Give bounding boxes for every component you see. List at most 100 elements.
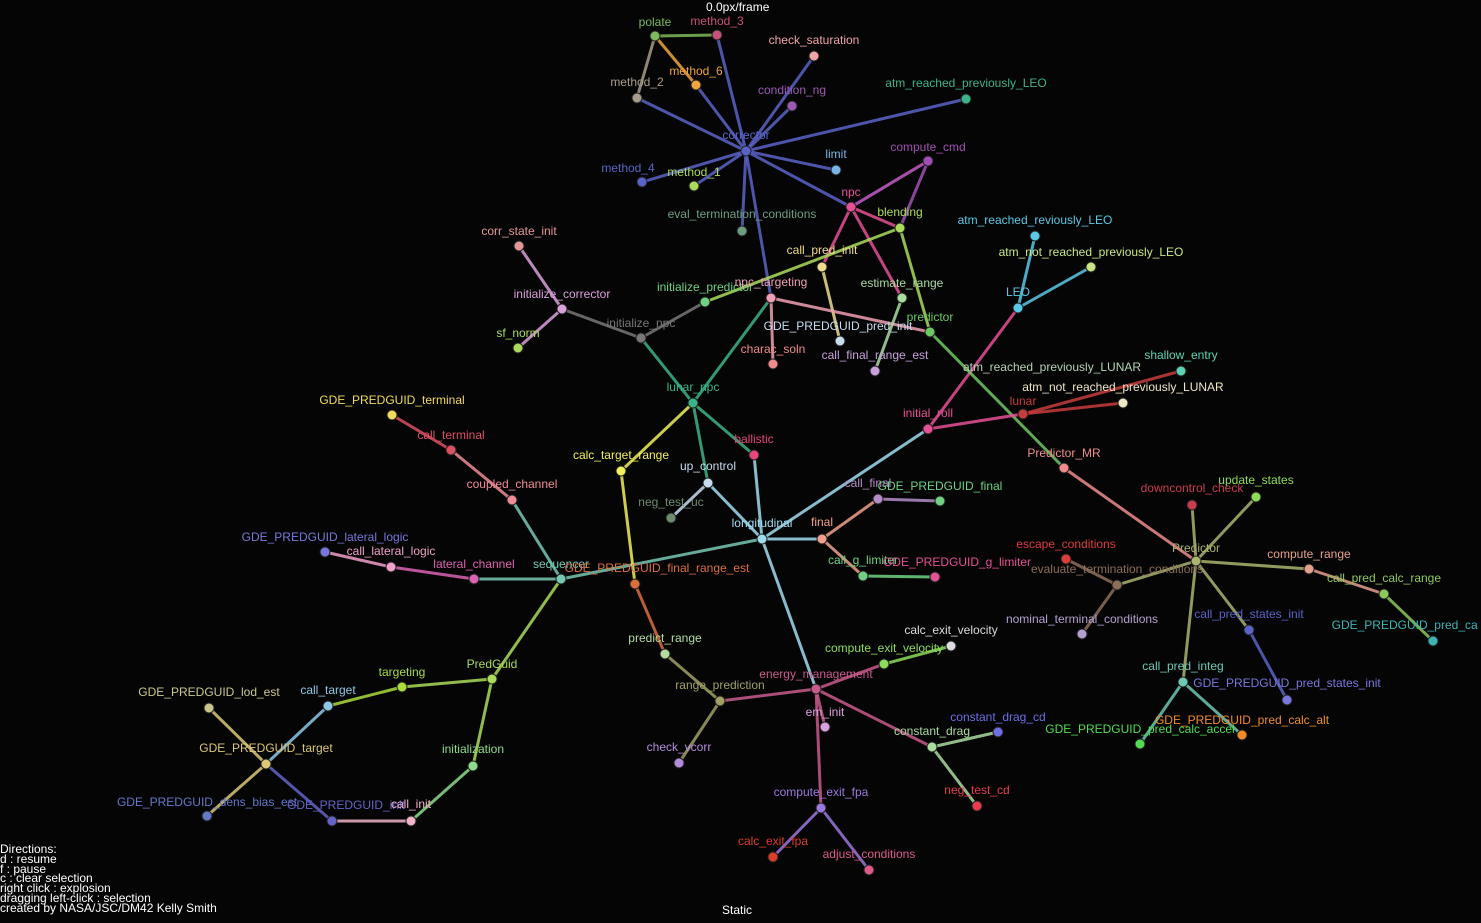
node-targeting[interactable] (396, 681, 408, 693)
node-call_final_range_est[interactable] (869, 365, 881, 377)
node-label-GDE_PREDGUID_pred_calc_range: GDE_PREDGUID_pred_ca (1332, 618, 1478, 632)
node-GDE_PREDGUID_final_range_est[interactable] (629, 578, 641, 590)
node-constant_drag_cd[interactable] (992, 726, 1004, 738)
node-GDE_PREDGUID_g_limiter[interactable] (929, 571, 941, 583)
node-energy_management[interactable] (810, 683, 822, 695)
node-call_pred_integ[interactable] (1177, 676, 1189, 688)
node-call_target[interactable] (322, 700, 334, 712)
node-npc_targeting[interactable] (765, 292, 777, 304)
node-coupled_channel[interactable] (506, 494, 518, 506)
node-call_lateral_logic[interactable] (385, 561, 397, 573)
node-Predictor[interactable] (1190, 555, 1202, 567)
node-GDE_PREDGUID_pred_calc_range[interactable] (1427, 635, 1439, 647)
node-calc_exit_velocity[interactable] (945, 640, 957, 652)
node-blending[interactable] (894, 222, 906, 234)
node-GDE_PREDGUID_final[interactable] (934, 495, 946, 507)
node-initial_roll[interactable] (922, 423, 934, 435)
node-GDE_PREDGUID_pred_calc_alt[interactable] (1236, 729, 1248, 741)
node-method_2[interactable] (631, 92, 643, 104)
node-neg_test_uc[interactable] (665, 512, 677, 524)
node-call_pred_init[interactable] (816, 261, 828, 273)
node-initialize_predictor[interactable] (699, 296, 711, 308)
node-call_pred_states_init[interactable] (1243, 624, 1255, 636)
node-GDE_PREDGUID_init[interactable] (326, 815, 338, 827)
node-constant_drag[interactable] (926, 741, 938, 753)
node-call_init[interactable] (405, 815, 417, 827)
edge-initialize_corrector-to-sf_norm (517, 307, 563, 350)
node-GDE_PREDGUID_lateral_logic[interactable] (319, 546, 331, 558)
node-compute_cmd[interactable] (922, 155, 934, 167)
node-atm_not_reached_previously_LEO[interactable] (1085, 261, 1097, 273)
node-em_init[interactable] (819, 721, 831, 733)
edge-LEO-to-atm_not_reached_previously_LEO (1017, 265, 1092, 310)
node-label-call_pred_states_init: call_pred_states_init (1194, 607, 1304, 621)
node-nominal_terminal_conditions[interactable] (1076, 628, 1088, 640)
node-layer[interactable] (201, 29, 1439, 876)
node-method_4[interactable] (636, 176, 648, 188)
node-predict_range[interactable] (659, 648, 671, 660)
node-npc[interactable] (845, 201, 857, 213)
node-condition_ng[interactable] (786, 100, 798, 112)
node-downcontrol_check[interactable] (1186, 499, 1198, 511)
node-GDE_PREDGUID_pred_states_init[interactable] (1281, 694, 1293, 706)
node-compute_exit_velocity[interactable] (878, 658, 890, 670)
node-GDE_PREDGUID_pred_calc_accel[interactable] (1134, 738, 1146, 750)
node-check_saturation[interactable] (808, 50, 820, 62)
node-method_3[interactable] (711, 29, 723, 41)
node-final[interactable] (816, 533, 828, 545)
node-corr_state_init[interactable] (513, 240, 525, 252)
node-check_vcorr[interactable] (673, 757, 685, 769)
node-atm_reached_previously_LEO[interactable] (960, 93, 972, 105)
node-ballistic[interactable] (748, 449, 760, 461)
node-PredGuid[interactable] (486, 673, 498, 685)
node-longitudinal[interactable] (756, 533, 768, 545)
node-call_pred_calc_range[interactable] (1378, 588, 1390, 600)
direction-line: right click : explosion (0, 881, 111, 896)
node-eval_termination_conditions[interactable] (736, 225, 748, 237)
node-estimate_range[interactable] (896, 292, 908, 304)
node-corrector[interactable] (740, 145, 752, 157)
node-polate[interactable] (649, 30, 661, 42)
node-label-GDE_PREDGUID_init: GDE_PREDGUID_init (287, 798, 406, 812)
node-compute_exit_fpa[interactable] (815, 802, 827, 814)
node-method_6[interactable] (690, 79, 702, 91)
node-charac_soln[interactable] (767, 358, 779, 370)
node-atm_not_reached_previously_LUNAR[interactable] (1117, 397, 1129, 409)
node-GDE_PREDGUID_pred_init[interactable] (834, 335, 846, 347)
node-sequencer[interactable] (555, 573, 567, 585)
node-GDE_PREDGUID_lod_est[interactable] (203, 702, 215, 714)
node-sf_norm[interactable] (512, 342, 524, 354)
node-LEO[interactable] (1012, 302, 1024, 314)
node-call_terminal[interactable] (445, 444, 457, 456)
node-GDE_PREDGUID_target[interactable] (260, 758, 272, 770)
node-atm_reached_reviously_LEO[interactable] (1029, 230, 1041, 242)
node-initialization[interactable] (467, 760, 479, 772)
node-label-neg_test_uc: neg_test_uc (638, 495, 703, 509)
node-adjust_conditions[interactable] (863, 864, 875, 876)
node-up_control[interactable] (702, 477, 714, 489)
node-call_g_limiter[interactable] (857, 570, 869, 582)
node-GDE_PREDGUID_dens_bias_est[interactable] (201, 810, 213, 822)
node-lateral_channel[interactable] (468, 573, 480, 585)
node-predictor[interactable] (924, 326, 936, 338)
node-call_final[interactable] (872, 493, 884, 505)
node-limit[interactable] (830, 164, 842, 176)
node-compute_range[interactable] (1303, 563, 1315, 575)
node-update_states[interactable] (1250, 491, 1262, 503)
node-calc_target_range[interactable] (615, 465, 627, 477)
node-GDE_PREDGUID_terminal[interactable] (386, 409, 398, 421)
node-shallow_entry[interactable] (1175, 365, 1187, 377)
node-initialize_npc[interactable] (635, 332, 647, 344)
node-lunar_npc[interactable] (687, 397, 699, 409)
node-lunar[interactable] (1017, 408, 1029, 420)
node-range_prediction[interactable] (714, 695, 726, 707)
node-method_1[interactable] (688, 180, 700, 192)
node-calc_exit_fpa[interactable] (767, 851, 779, 863)
node-neg_test_cd[interactable] (971, 800, 983, 812)
node-initialize_corrector[interactable] (556, 303, 568, 315)
node-evaluate_termination_conditions[interactable] (1111, 579, 1123, 591)
node-label-atm_reached_previously_LEO: atm_reached_previously_LEO (885, 76, 1046, 90)
node-escape_conditions[interactable] (1060, 553, 1072, 565)
node-Predictor_MR[interactable] (1058, 462, 1070, 474)
